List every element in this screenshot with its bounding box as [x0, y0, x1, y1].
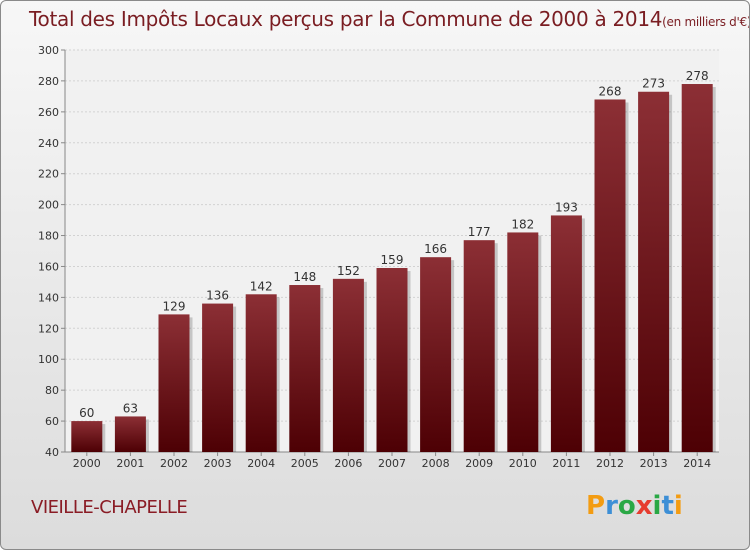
y-tick-label: 140: [38, 291, 59, 304]
logo-letter: i: [652, 491, 662, 521]
data-label: 177: [468, 225, 491, 239]
data-label: 166: [424, 242, 447, 256]
x-tick-label: 2006: [334, 457, 362, 470]
logo-letter: i: [673, 491, 683, 521]
x-tick-label: 2004: [247, 457, 275, 470]
y-tick-label: 100: [38, 353, 59, 366]
x-tick-label: 2001: [116, 457, 144, 470]
x-tick-label: 2002: [160, 457, 188, 470]
bar: [332, 278, 364, 452]
y-tick-label: 220: [38, 168, 59, 181]
chart-title-text: Total des Impôts Locaux perçus par la Co…: [29, 7, 663, 31]
y-tick-label: 300: [38, 44, 59, 57]
y-tick-label: 80: [45, 384, 59, 397]
chart-title: Total des Impôts Locaux perçus par la Co…: [29, 7, 750, 31]
bar: [376, 268, 408, 452]
bar: [289, 285, 321, 452]
bar: [245, 294, 277, 452]
y-tick-label: 240: [38, 137, 59, 150]
bar: [202, 303, 234, 452]
x-tick-label: 2010: [509, 457, 537, 470]
data-label: 273: [642, 77, 665, 91]
logo-letter: P: [586, 491, 606, 521]
logo-letter: t: [661, 491, 674, 521]
x-tick-label: 2012: [596, 457, 624, 470]
bar: [420, 257, 452, 452]
logo-letter: x: [635, 491, 653, 521]
data-label: 193: [555, 200, 578, 214]
bar: [681, 84, 713, 452]
x-tick-label: 2009: [465, 457, 493, 470]
logo-letter: o: [617, 491, 636, 521]
bar: [463, 240, 495, 452]
chart-unit: (en milliers d'€): [662, 15, 750, 29]
bar: [71, 421, 103, 452]
x-tick-label: 2003: [204, 457, 232, 470]
y-tick-label: 260: [38, 106, 59, 119]
bar: [638, 91, 670, 452]
y-tick-label: 200: [38, 199, 59, 212]
x-tick-label: 2005: [291, 457, 319, 470]
logo-letter: r: [605, 491, 618, 521]
data-label: 60: [79, 406, 94, 420]
y-tick-label: 160: [38, 260, 59, 273]
x-tick-label: 2013: [640, 457, 668, 470]
proxiti-logo: Proxiti: [586, 491, 683, 521]
y-tick-label: 120: [38, 322, 59, 335]
bar: [550, 215, 582, 452]
data-label: 63: [123, 401, 138, 415]
data-label: 152: [337, 264, 360, 278]
bar: [158, 314, 190, 452]
bar: [594, 99, 626, 452]
data-label: 142: [250, 279, 273, 293]
data-label: 148: [293, 270, 316, 284]
y-tick-label: 60: [45, 415, 59, 428]
x-tick-label: 2000: [73, 457, 101, 470]
data-label: 182: [511, 217, 534, 231]
data-label: 159: [381, 253, 404, 267]
data-label: 136: [206, 289, 229, 303]
data-label: 268: [599, 84, 622, 98]
y-tick-label: 180: [38, 230, 59, 243]
y-tick-label: 280: [38, 75, 59, 88]
x-tick-label: 2008: [422, 457, 450, 470]
data-label: 278: [686, 69, 709, 83]
bar: [507, 232, 539, 452]
data-label: 129: [163, 299, 186, 313]
x-tick-label: 2011: [552, 457, 580, 470]
bar: [114, 416, 146, 452]
commune-name: VIEILLE-CHAPELLE: [31, 497, 188, 518]
x-tick-label: 2007: [378, 457, 406, 470]
y-tick-label: 40: [45, 446, 59, 459]
x-tick-label: 2014: [683, 457, 711, 470]
